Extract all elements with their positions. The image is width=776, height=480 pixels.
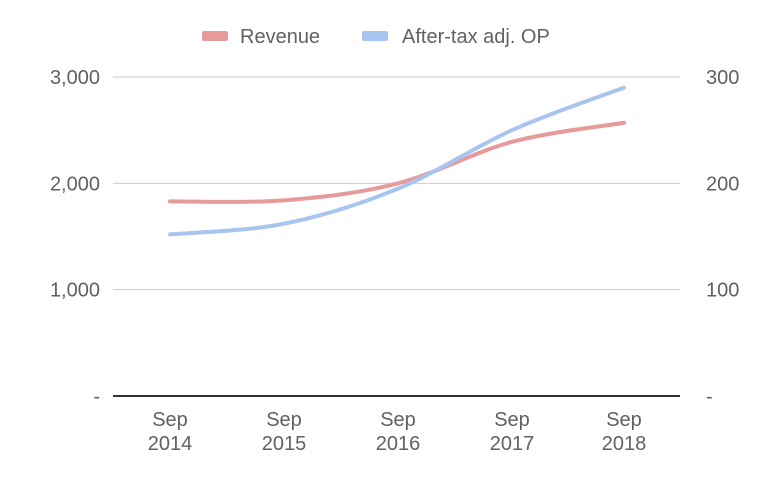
legend-swatch	[202, 31, 228, 41]
y-right-tick-label: -	[706, 386, 713, 408]
series-line-after-tax-adj-op	[168, 85, 626, 237]
y-left-tick-label: 1,000	[50, 280, 100, 302]
y-right-tick-label: 100	[706, 280, 739, 302]
x-tick-label: Sep 2016	[376, 409, 421, 455]
axes: - 1,000 2,000 3,000 - 100 200 300 Sep 2014 Sep 2015…	[50, 67, 739, 455]
y-left-tick-label: 3,000	[50, 67, 100, 89]
series-lines	[168, 85, 626, 237]
y-left-tick-label: -	[93, 386, 100, 408]
x-tick-label: Sep 2014	[148, 409, 193, 455]
legend: Revenue After-tax adj. OP	[202, 26, 550, 48]
legend-swatch	[362, 31, 388, 41]
y-right-tick-label: 200	[706, 173, 739, 195]
series-line-revenue	[168, 120, 626, 204]
x-tick-label: Sep 2015	[262, 409, 307, 455]
legend-label: After-tax adj. OP	[402, 26, 550, 48]
y-left-tick-label: 2,000	[50, 173, 100, 195]
x-tick-label: Sep 2017	[490, 409, 535, 455]
y-right-tick-label: 300	[706, 67, 739, 89]
x-tick-label: Sep 2018	[602, 409, 647, 455]
legend-label: Revenue	[240, 26, 320, 48]
